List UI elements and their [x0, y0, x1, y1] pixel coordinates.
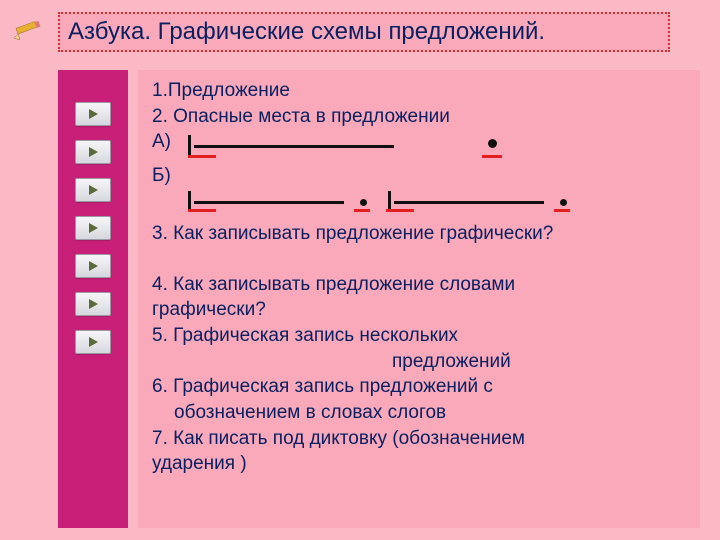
scheme-b	[188, 191, 686, 221]
scheme-b-red-1	[188, 209, 216, 212]
scheme-b-hbar-2	[394, 201, 544, 204]
scheme-a-vbar	[188, 135, 191, 155]
scheme-b-hbar-1	[194, 201, 344, 204]
nav-button-1[interactable]	[75, 102, 111, 126]
page-title: Азбука. Графические схемы предложений.	[68, 18, 545, 46]
item-2: 2. Опасные места в предложении	[152, 104, 686, 130]
item-2b: Б)	[152, 163, 686, 189]
scheme-a-dot	[488, 139, 497, 148]
scheme-b-red-3	[386, 209, 414, 212]
scheme-a	[188, 133, 686, 163]
scheme-a-red-underline	[188, 155, 216, 158]
scheme-a-red-dot-underline	[482, 155, 502, 158]
item-4a: 4. Как записывать предложение словами	[152, 272, 686, 298]
sidebar	[58, 70, 128, 528]
nav-button-5[interactable]	[75, 254, 111, 278]
item-5a: 5. Графическая запись нескольких	[152, 323, 686, 349]
title-box: Азбука. Графические схемы предложений.	[58, 12, 670, 52]
nav-button-3[interactable]	[75, 178, 111, 202]
item-1: 1.Предложение	[152, 78, 686, 104]
nav-button-4[interactable]	[75, 216, 111, 240]
scheme-b-dot-1	[360, 199, 367, 206]
content-panel: 1.Предложение 2. Опасные места в предлож…	[138, 70, 700, 528]
scheme-b-vbar-1	[188, 191, 191, 209]
scheme-a-hbar	[194, 145, 394, 148]
nav-button-2[interactable]	[75, 140, 111, 164]
nav-button-7[interactable]	[75, 330, 111, 354]
scheme-b-dot-2	[560, 199, 567, 206]
blank	[152, 246, 686, 272]
item-3: 3. Как записывать предложение графически…	[152, 221, 686, 247]
item-7b: ударения )	[152, 451, 686, 477]
nav-button-6[interactable]	[75, 292, 111, 316]
scheme-b-vbar-2	[388, 191, 391, 209]
item-6b: обозначением в словах слогов	[152, 400, 686, 426]
item-6a: 6. Графическая запись предложений с	[152, 374, 686, 400]
item-4b: графически?	[152, 297, 686, 323]
scheme-b-red-4	[554, 209, 570, 212]
pencil-icon	[12, 20, 44, 40]
item-5b: предложений	[152, 349, 686, 375]
scheme-b-red-2	[354, 209, 370, 212]
item-7a: 7. Как писать под диктовку (обозначением	[152, 426, 686, 452]
